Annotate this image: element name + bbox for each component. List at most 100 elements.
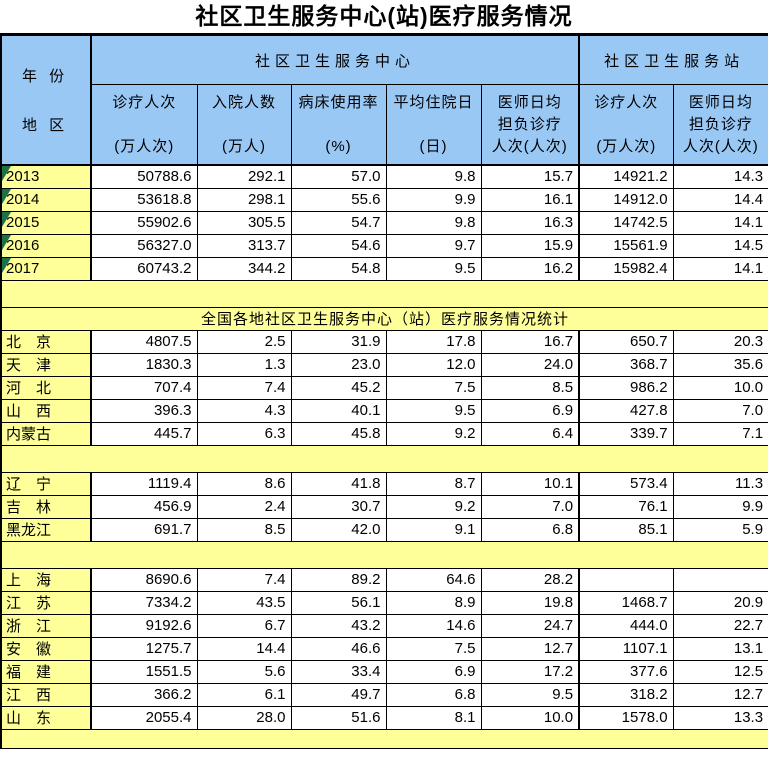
value-cell: 43.2 — [290, 613, 387, 638]
value-cell: 51.6 — [290, 705, 387, 730]
value-cell: 43.5 — [196, 590, 292, 615]
table-row: 北 京 4807.5 2.5 31.9 17.8 16.7 650.7 20.3 — [0, 329, 768, 354]
error-marker-icon — [2, 212, 11, 227]
row-label-cell: 北 京 — [0, 329, 92, 354]
value-cell: 14.6 — [385, 613, 482, 638]
value-cell: 56327.0 — [90, 233, 198, 258]
table-row: 2013 50788.6 292.1 57.0 9.8 15.7 14921.2 14.3 — [0, 164, 768, 189]
column-header-avg-stay: 平均住院日 (日) — [385, 84, 482, 167]
column-header-row: 诊疗人次 (万人次) 入院人数 (万人) 病床使用率 (%) — [1, 84, 768, 167]
separator-band — [0, 540, 768, 569]
value-cell — [578, 567, 674, 592]
error-marker-icon — [2, 235, 11, 250]
value-cell: 60743.2 — [90, 256, 198, 281]
value-cell: 7.4 — [196, 567, 292, 592]
table-row: 上 海 8690.6 7.4 89.2 64.6 28.2 — [0, 567, 768, 592]
value-cell: 55.6 — [290, 187, 387, 212]
table-row: 2014 53618.8 298.1 55.6 9.9 16.1 14912.0 14.4 — [0, 187, 768, 212]
error-marker-icon — [2, 166, 11, 181]
value-cell: 9.7 — [385, 233, 482, 258]
value-cell: 366.2 — [90, 682, 198, 707]
row-label: 2014 — [6, 191, 40, 208]
value-cell: 9.5 — [385, 256, 482, 281]
value-cell: 24.7 — [480, 613, 580, 638]
value-cell: 15.7 — [480, 164, 580, 189]
value-cell: 5.6 — [196, 659, 292, 684]
value-cell: 56.1 — [290, 590, 387, 615]
value-cell: 17.2 — [480, 659, 580, 684]
value-cell: 313.7 — [196, 233, 292, 258]
separator-band-cell — [0, 540, 768, 569]
value-cell: 23.0 — [290, 352, 387, 377]
group-header-center: 社区卫生服务中心 — [90, 33, 580, 86]
corner-labels: 年 份 地 区 — [2, 36, 89, 163]
table-row: 山 东 2055.4 28.0 51.6 8.1 10.0 1578.0 13.3 — [0, 705, 768, 730]
data-table: 年 份 地 区 社区卫生服务中心 社区卫生服务站 诊疗人次 (万人次) 入院人数 — [0, 33, 768, 749]
value-cell: 9192.6 — [90, 613, 198, 638]
value-cell: 377.6 — [578, 659, 674, 684]
column-header-visits: 诊疗人次 (万人次) — [90, 84, 198, 167]
row-label-cell: 山 西 — [0, 398, 92, 423]
row-label: 山 东 — [6, 710, 52, 727]
value-cell: 292.1 — [196, 164, 292, 189]
error-marker-icon — [2, 189, 11, 204]
section-title: 全国各地社区卫生服务中心（站）医疗服务情况统计 — [0, 306, 768, 331]
value-cell: 1578.0 — [578, 705, 674, 730]
value-cell: 10.1 — [480, 471, 580, 496]
value-cell: 9.1 — [385, 517, 482, 542]
value-cell: 691.7 — [90, 517, 198, 542]
value-cell: 7.5 — [385, 375, 482, 400]
value-cell: 456.9 — [90, 494, 198, 519]
row-label-cell: 2014 — [0, 187, 92, 212]
value-cell: 20.9 — [672, 590, 768, 615]
table-header: 年 份 地 区 社区卫生服务中心 社区卫生服务站 诊疗人次 (万人次) 入院人数 — [0, 33, 768, 167]
value-cell: 30.7 — [290, 494, 387, 519]
value-cell: 14.4 — [672, 187, 768, 212]
value-cell: 14912.0 — [578, 187, 674, 212]
row-label-cell: 河 北 — [0, 375, 92, 400]
row-label-cell: 福 建 — [0, 659, 92, 684]
value-cell: 8.9 — [385, 590, 482, 615]
value-cell: 6.9 — [385, 659, 482, 684]
value-cell: 368.7 — [578, 352, 674, 377]
row-label: 北 京 — [6, 334, 52, 351]
value-cell: 6.8 — [385, 682, 482, 707]
value-cell: 14742.5 — [578, 210, 674, 235]
value-cell: 1107.1 — [578, 636, 674, 661]
column-header-station-doctor-daily-visits: 医师日均 担负诊疗 人次(人次) — [672, 84, 768, 167]
separator-band — [0, 279, 768, 308]
value-cell: 2.5 — [196, 329, 292, 354]
corner-top-label: 年 份 — [22, 67, 69, 85]
value-cell: 9.9 — [672, 494, 768, 519]
value-cell: 54.7 — [290, 210, 387, 235]
row-label-cell: 2016 — [0, 233, 92, 258]
value-cell: 17.8 — [385, 329, 482, 354]
row-label: 2015 — [6, 214, 40, 231]
row-label-cell: 浙 江 — [0, 613, 92, 638]
value-cell: 16.3 — [480, 210, 580, 235]
value-cell: 28.0 — [196, 705, 292, 730]
table-row: 浙 江 9192.6 6.7 43.2 14.6 24.7 444.0 22.7 — [0, 613, 768, 638]
row-label: 上 海 — [6, 572, 52, 589]
value-cell: 16.2 — [480, 256, 580, 281]
row-label: 辽 宁 — [6, 476, 52, 493]
value-cell: 14.3 — [672, 164, 768, 189]
error-marker-icon — [2, 258, 11, 273]
value-cell: 6.9 — [480, 398, 580, 423]
table-row: 辽 宁 1119.4 8.6 41.8 8.7 10.1 573.4 11.3 — [0, 471, 768, 496]
table-row: 2015 55902.6 305.5 54.7 9.8 16.3 14742.5 14.1 — [0, 210, 768, 235]
value-cell: 14.1 — [672, 210, 768, 235]
value-cell: 8.5 — [196, 517, 292, 542]
value-cell: 318.2 — [578, 682, 674, 707]
value-cell: 339.7 — [578, 421, 674, 446]
value-cell: 57.0 — [290, 164, 387, 189]
value-cell: 9.5 — [385, 398, 482, 423]
value-cell — [672, 567, 768, 592]
row-label-cell: 辽 宁 — [0, 471, 92, 496]
row-label-cell: 安 徽 — [0, 636, 92, 661]
value-cell: 6.8 — [480, 517, 580, 542]
value-cell: 50788.6 — [90, 164, 198, 189]
column-header-bed-occupancy: 病床使用率 (%) — [290, 84, 387, 167]
value-cell: 15.9 — [480, 233, 580, 258]
